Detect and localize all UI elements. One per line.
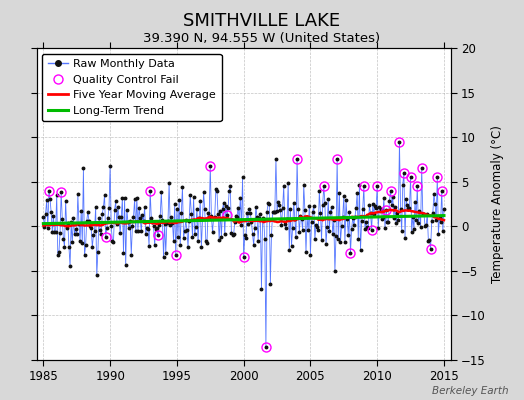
Y-axis label: Temperature Anomaly (°C): Temperature Anomaly (°C): [492, 125, 505, 283]
Text: 39.390 N, 94.555 W (United States): 39.390 N, 94.555 W (United States): [144, 32, 380, 45]
Text: Berkeley Earth: Berkeley Earth: [432, 386, 508, 396]
Legend: Raw Monthly Data, Quality Control Fail, Five Year Moving Average, Long-Term Tren: Raw Monthly Data, Quality Control Fail, …: [42, 54, 222, 121]
Text: SMITHVILLE LAKE: SMITHVILLE LAKE: [183, 12, 341, 30]
